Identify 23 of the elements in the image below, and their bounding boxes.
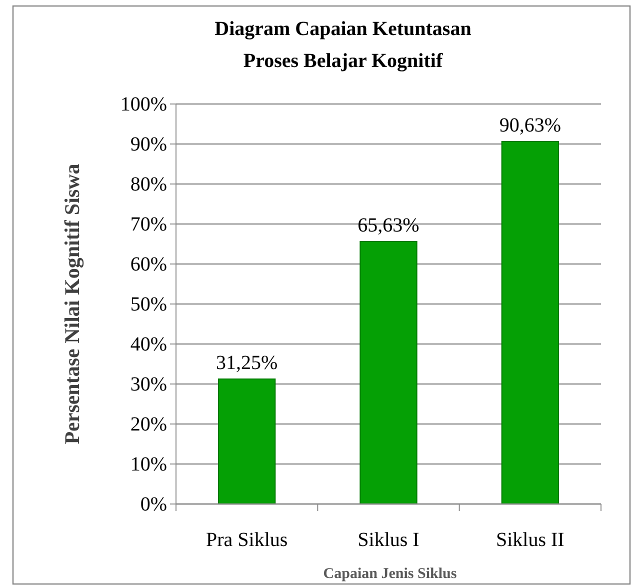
y-tick-label: 40% xyxy=(130,333,167,356)
y-tick-label: 0% xyxy=(140,493,167,516)
bar xyxy=(218,378,276,504)
y-tick-label: 50% xyxy=(130,293,167,316)
y-tick-label: 60% xyxy=(130,253,167,276)
y-tick-label: 20% xyxy=(130,413,167,436)
data-label: 65,63% xyxy=(358,214,420,236)
y-tick-label: 70% xyxy=(130,213,167,236)
y-axis-title: Persentase Nilai Kognitif Siswa xyxy=(60,163,84,444)
bar xyxy=(501,140,559,504)
data-label: 31,25% xyxy=(216,352,278,374)
bar xyxy=(360,240,418,504)
y-tick-label: 80% xyxy=(130,173,167,196)
y-tick-label: 30% xyxy=(130,373,167,396)
x-tick-label: Siklus II xyxy=(496,529,564,551)
x-axis-title: Capaian Jenis Siklus xyxy=(323,566,457,582)
x-tick-label: Pra Siklus xyxy=(206,529,288,551)
y-tick-label: 10% xyxy=(130,453,167,476)
y-tick-label: 90% xyxy=(130,133,167,156)
x-tick-label: Siklus I xyxy=(358,529,420,551)
data-label: 90,63% xyxy=(499,114,562,136)
chart-title: Diagram Capaian Ketuntasan Proses Belajar Kognitif xyxy=(214,18,472,72)
y-tick-label: 100% xyxy=(120,93,167,116)
